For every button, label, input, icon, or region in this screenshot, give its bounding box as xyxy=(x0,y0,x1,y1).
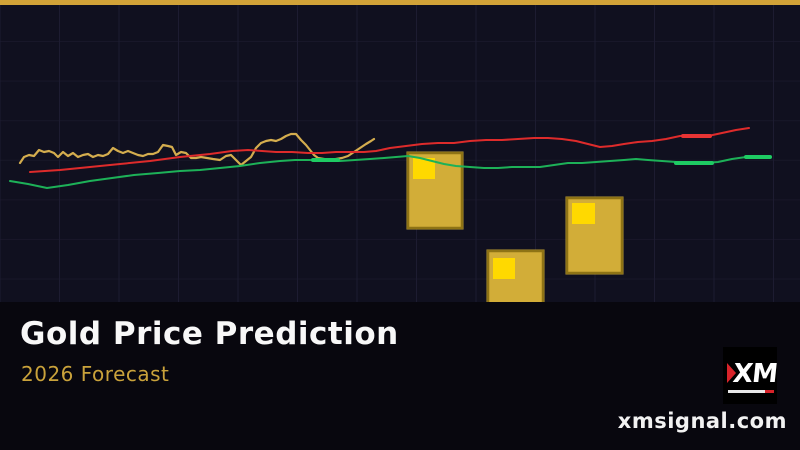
page-title: Gold Price Prediction xyxy=(20,316,399,352)
xm-logo-underline-tip xyxy=(765,390,774,393)
website-url: xmsignal.com xyxy=(617,409,787,433)
xm-logo: XM xyxy=(723,347,779,404)
title-band: Gold Price Prediction 2026 Forecast XM x… xyxy=(0,302,800,450)
xm-logo-underline xyxy=(728,390,765,393)
xm-logo-text: XM xyxy=(731,359,779,389)
xm-logo-arrow-icon xyxy=(727,363,736,383)
top-accent-bar xyxy=(0,0,800,5)
page-subtitle: 2026 Forecast xyxy=(21,362,170,386)
chart-area xyxy=(0,5,800,302)
chart-svg xyxy=(9,127,772,302)
